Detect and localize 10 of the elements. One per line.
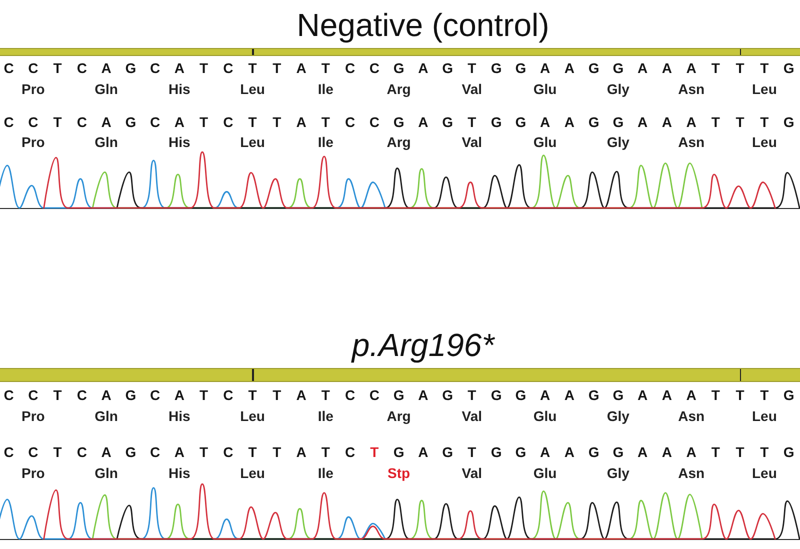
text: C C T C A G C A T C T T A T C C G A G T G G A A G G A A A T T T G [4, 114, 794, 130]
text: Pro Gln His Leu Ile Arg Val Glu Gly Asn Leu [22, 81, 777, 97]
chart-title: p.Arg196* [350, 327, 496, 363]
text: Pro Gln His Leu Ile Arg Val Glu Gly Asn Leu [22, 134, 777, 150]
text: Pro Gln His Leu Ile Stp Val Glu Gly Asn Leu [22, 465, 777, 481]
text: Pro Gln His Leu Ile Arg Val Glu Gly Asn Leu [22, 408, 777, 424]
text: C C T C A G C A T C T T A T C C G A G T G G A A G G A A A T T T G [4, 60, 794, 76]
chart-title: Negative (control) [296, 7, 550, 43]
text: C C T C A G C A T C T T A T C T G A G T G G A A G G A A A T T T G [4, 444, 794, 460]
text: C C T C A G C A T C T T A T C C G A G T G G A A G G A A A T T T G [4, 387, 794, 403]
